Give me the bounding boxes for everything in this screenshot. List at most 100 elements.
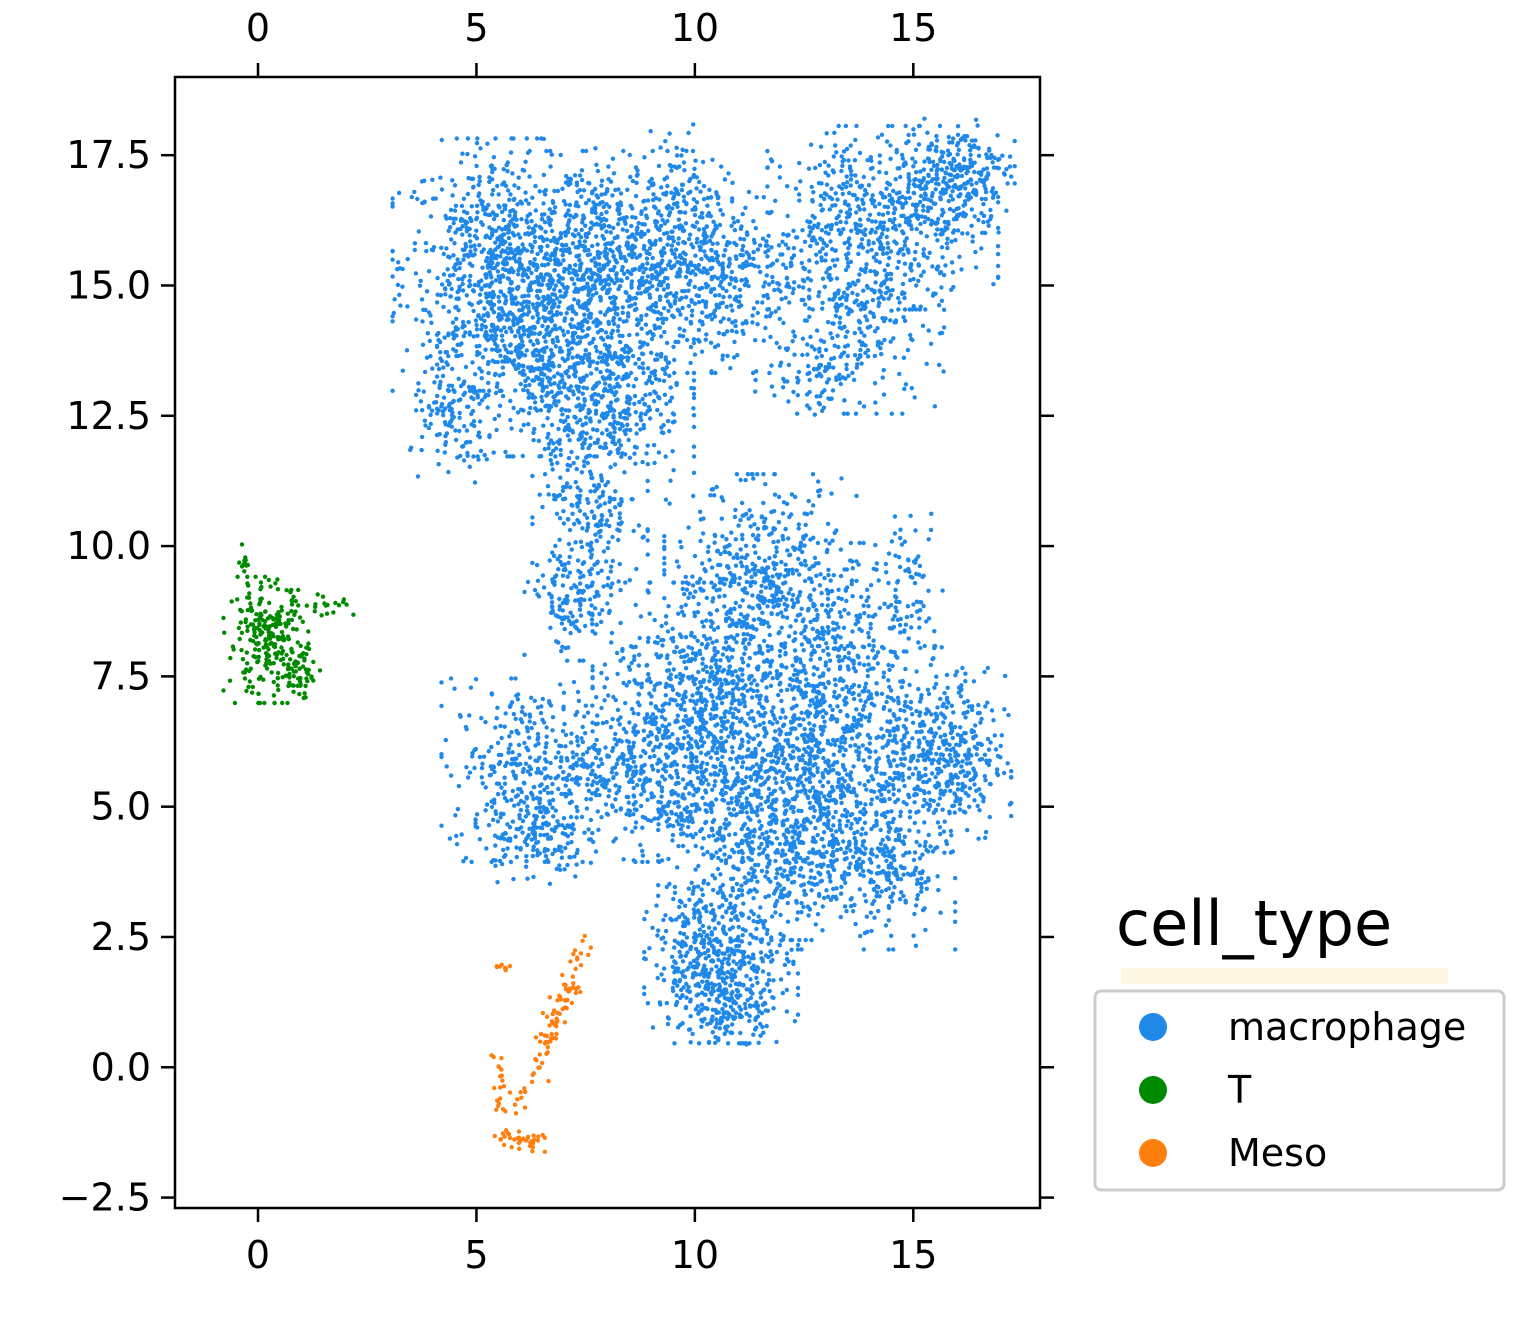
point-macrophage [550, 467, 555, 472]
point-macrophage [667, 399, 673, 404]
point-macrophage [459, 203, 465, 209]
point-macrophage [898, 247, 903, 252]
point-macrophage [997, 156, 1002, 162]
point-macrophage [786, 246, 791, 251]
point-macrophage [845, 343, 851, 348]
point-macrophage [716, 562, 721, 568]
point-macrophage [434, 343, 440, 348]
point-macrophage [607, 499, 612, 504]
point-macrophage [704, 314, 709, 319]
point-macrophage [428, 421, 433, 427]
point-macrophage [542, 263, 548, 268]
point-macrophage [565, 598, 570, 603]
point-macrophage [508, 281, 514, 286]
point-macrophage [911, 164, 916, 169]
point-macrophage [541, 348, 547, 353]
point-macrophage [691, 370, 697, 376]
point-macrophage [694, 200, 700, 205]
point-macrophage [942, 159, 947, 165]
point-macrophage [624, 215, 629, 220]
point-macrophage [690, 223, 695, 228]
point-macrophage [848, 183, 853, 188]
point-macrophage [682, 210, 688, 215]
point-macrophage [500, 232, 506, 237]
point-macrophage [594, 291, 599, 296]
point-macrophage [560, 252, 565, 258]
point-macrophage [860, 245, 866, 250]
point-macrophage [525, 365, 531, 370]
point-macrophage [460, 319, 466, 325]
point-macrophage [651, 192, 656, 197]
point-macrophage [796, 284, 802, 289]
point-macrophage [733, 323, 738, 329]
point-macrophage [504, 317, 509, 323]
point-macrophage [541, 136, 546, 142]
point-macrophage [610, 156, 616, 161]
point-macrophage [821, 339, 827, 344]
point-macrophage [853, 353, 858, 358]
point-macrophage [795, 380, 800, 385]
point-macrophage [731, 555, 736, 560]
point-macrophage [893, 207, 898, 212]
point-macrophage [576, 340, 582, 346]
point-macrophage [660, 258, 665, 263]
point-macrophage [703, 281, 709, 287]
point-macrophage [701, 241, 706, 246]
point-macrophage [518, 428, 524, 433]
point-macrophage [598, 295, 603, 300]
point-macrophage [595, 360, 600, 366]
point-macrophage [774, 258, 780, 263]
point-macrophage [558, 231, 564, 237]
point-macrophage [615, 246, 620, 251]
point-macrophage [528, 405, 533, 411]
point-macrophage [530, 473, 535, 479]
point-macrophage [413, 408, 419, 413]
point-macrophage [548, 315, 554, 321]
point-macrophage [419, 434, 425, 440]
point-macrophage [822, 284, 827, 289]
point-macrophage [573, 269, 579, 274]
point-macrophage [761, 472, 766, 477]
point-macrophage [557, 288, 563, 294]
point-macrophage [546, 391, 551, 396]
point-macrophage [686, 236, 692, 242]
point-macrophage [510, 269, 516, 275]
point-macrophage [425, 331, 430, 336]
point-macrophage [705, 255, 710, 261]
point-macrophage [763, 250, 768, 255]
point-macrophage [692, 166, 697, 171]
point-macrophage [845, 353, 850, 359]
point-macrophage [834, 150, 839, 155]
point-macrophage [485, 405, 490, 410]
point-macrophage [686, 130, 691, 136]
point-macrophage [533, 183, 538, 189]
point-macrophage [716, 201, 721, 207]
point-macrophage [980, 230, 985, 235]
point-macrophage [972, 144, 978, 150]
point-macrophage [866, 635, 872, 640]
point-macrophage [789, 255, 795, 261]
point-macrophage [395, 282, 401, 288]
point-macrophage [955, 152, 960, 157]
point-macrophage [837, 372, 842, 377]
point-macrophage [575, 518, 580, 523]
point-macrophage [589, 617, 595, 622]
point-macrophage [532, 239, 538, 244]
point-macrophage [618, 253, 623, 259]
point-macrophage [721, 576, 726, 582]
point-macrophage [655, 211, 661, 216]
point-macrophage [740, 321, 745, 326]
point-macrophage [712, 540, 717, 545]
point-macrophage [593, 344, 598, 350]
point-macrophage [691, 172, 697, 178]
point-macrophage [857, 326, 862, 331]
point-macrophage [618, 411, 623, 416]
point-macrophage [674, 382, 679, 387]
point-macrophage [419, 447, 424, 453]
point-macrophage [766, 282, 772, 287]
point-macrophage [438, 379, 443, 385]
point-macrophage [818, 144, 824, 149]
point-macrophage [884, 170, 889, 176]
point-macrophage [901, 252, 906, 257]
point-macrophage [738, 252, 743, 258]
